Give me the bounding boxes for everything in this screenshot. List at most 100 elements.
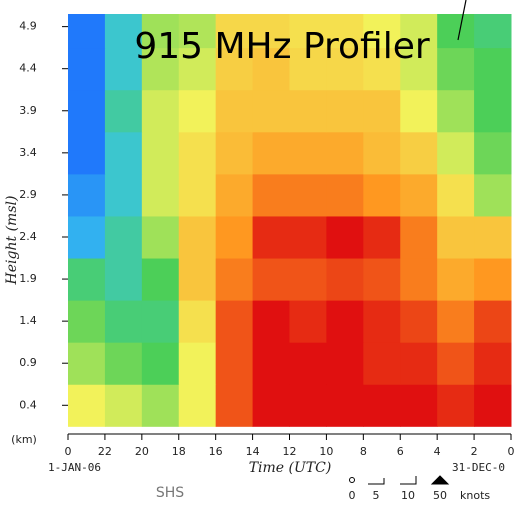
heat-cell (437, 90, 474, 133)
heat-cell (474, 258, 511, 301)
y-axis-label: Height (msl) (4, 196, 20, 286)
heat-cell (326, 342, 363, 385)
heat-cell (253, 216, 290, 259)
heat-cell (437, 216, 474, 259)
heat-cell (290, 300, 327, 343)
heat-cell (363, 90, 400, 133)
heat-cell (437, 384, 474, 427)
heat-cell (105, 300, 142, 343)
heat-cell (216, 174, 253, 217)
y-tick-label: 3.9 (19, 104, 37, 117)
x-tick-label: 22 (98, 445, 112, 458)
x-tick-label: 6 (397, 445, 404, 458)
heat-cell (437, 342, 474, 385)
heat-cell (474, 132, 511, 175)
end-date: 31-DEC-0 (452, 461, 505, 474)
heat-cell (253, 90, 290, 133)
x-tick-label: 4 (434, 445, 441, 458)
x-tick-label: 16 (209, 445, 223, 458)
legend-label: 50 (433, 489, 447, 502)
heat-cell (474, 6, 511, 49)
heat-cell (142, 300, 179, 343)
heat-cell (253, 132, 290, 175)
heat-cell (105, 258, 142, 301)
heat-cell (326, 258, 363, 301)
heat-cell (290, 216, 327, 259)
heat-cell (68, 132, 105, 175)
y-unit: (km) (11, 433, 37, 446)
heat-cell (326, 216, 363, 259)
heat-cell (216, 90, 253, 133)
heat-cell (142, 90, 179, 133)
heat-cell (68, 6, 105, 49)
heat-cell (474, 300, 511, 343)
heat-cell (363, 384, 400, 427)
heat-cell (253, 258, 290, 301)
heat-cell (142, 216, 179, 259)
heat-cell (179, 300, 216, 343)
y-tick-label: 1.4 (19, 314, 37, 327)
heat-cell (437, 300, 474, 343)
y-tick-label: 4.9 (19, 20, 37, 33)
heat-cell (142, 258, 179, 301)
x-tick-label: 20 (135, 445, 149, 458)
heat-cell (400, 216, 437, 259)
heat-cell (290, 384, 327, 427)
heat-cell (474, 90, 511, 133)
heat-cell (437, 174, 474, 217)
heat-cell (68, 174, 105, 217)
heat-cell (216, 132, 253, 175)
heat-cell (179, 258, 216, 301)
heat-cell (290, 174, 327, 217)
heat-cell (400, 258, 437, 301)
barb-icon (368, 478, 384, 484)
heat-cell (142, 132, 179, 175)
heat-cell (363, 258, 400, 301)
heat-cell (105, 132, 142, 175)
heat-cell (400, 384, 437, 427)
barb-icon (350, 478, 355, 483)
x-tick-label: 18 (172, 445, 186, 458)
x-tick-label: 2 (471, 445, 478, 458)
heat-cell (253, 384, 290, 427)
y-tick-label: 4.4 (19, 62, 37, 75)
heat-cell (437, 258, 474, 301)
barb-icon (432, 476, 448, 484)
legend-unit: knots (460, 489, 490, 502)
heat-cell (326, 90, 363, 133)
x-tick-label: 0 (65, 445, 72, 458)
heat-cell (105, 384, 142, 427)
y-tick-label: 3.4 (19, 146, 37, 159)
y-tick-label: 0.9 (19, 356, 37, 369)
heat-cell (400, 174, 437, 217)
heat-cell (179, 132, 216, 175)
heat-cell (68, 342, 105, 385)
heat-cell (400, 90, 437, 133)
x-tick-label: 10 (319, 445, 333, 458)
y-tick-label: 0.4 (19, 398, 37, 411)
heat-cell (105, 90, 142, 133)
heat-cell (290, 132, 327, 175)
heat-cell (253, 300, 290, 343)
heat-cell (400, 342, 437, 385)
heat-cell (179, 216, 216, 259)
heat-cell (363, 300, 400, 343)
heat-cell (68, 90, 105, 133)
heat-cell (253, 342, 290, 385)
heat-cell (179, 174, 216, 217)
barb-legend: 051050knots (349, 476, 491, 502)
heat-cell (326, 174, 363, 217)
heat-cell (216, 258, 253, 301)
heat-cell (474, 384, 511, 427)
heat-cell (326, 384, 363, 427)
heat-cell (326, 300, 363, 343)
x-tick-label: 8 (360, 445, 367, 458)
heat-cell (105, 216, 142, 259)
y-tick-label: 1.9 (19, 272, 37, 285)
heatmap (68, 6, 512, 427)
heat-cell (216, 384, 253, 427)
heat-cell (68, 48, 105, 91)
heat-cell (363, 216, 400, 259)
heat-cell (363, 342, 400, 385)
